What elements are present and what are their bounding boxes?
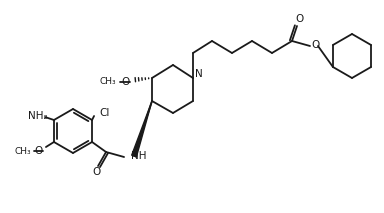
Text: NH: NH <box>131 151 147 161</box>
Text: O: O <box>296 14 304 24</box>
Text: O: O <box>92 167 100 177</box>
Text: Cl: Cl <box>99 108 109 118</box>
Polygon shape <box>132 101 152 157</box>
Text: N: N <box>195 69 203 79</box>
Text: O: O <box>122 77 130 87</box>
Text: CH₃: CH₃ <box>15 147 31 155</box>
Text: NH₂: NH₂ <box>28 111 48 121</box>
Text: O: O <box>35 146 43 156</box>
Text: CH₃: CH₃ <box>100 78 116 86</box>
Text: O: O <box>311 40 319 50</box>
